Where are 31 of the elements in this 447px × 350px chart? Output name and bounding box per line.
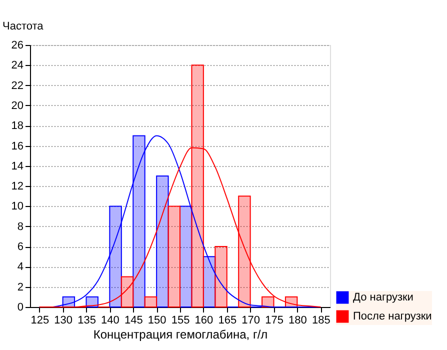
y-tick-label: 20 xyxy=(11,100,24,112)
y-tick-label: 26 xyxy=(11,40,24,52)
x-tick-label: 135 xyxy=(78,314,96,326)
y-tick-label: 2 xyxy=(17,281,24,294)
x-tick-label: 170 xyxy=(242,314,260,326)
y-tick-label: 18 xyxy=(11,120,24,132)
y-tick-label: 10 xyxy=(11,200,24,213)
y-tick-label: 6 xyxy=(17,241,24,254)
x-tick-label: 165 xyxy=(218,314,237,326)
x-tick-label: 140 xyxy=(101,314,120,326)
x-tick-label: 150 xyxy=(148,314,166,326)
legend-label: До нагрузки xyxy=(353,292,414,304)
y-tick-label: 4 xyxy=(17,261,24,274)
y-tick-label: 22 xyxy=(11,80,24,92)
y-tick-label: 16 xyxy=(11,140,24,152)
y-tick-label: 0 xyxy=(17,302,24,314)
y-axis-title: Частота xyxy=(2,20,44,32)
x-tick-label: 185 xyxy=(312,314,330,326)
x-axis-title: Концентрация гемоглабина, г/л xyxy=(93,328,268,342)
legend-label: После нагрузки xyxy=(353,310,432,322)
x-tick-label: 145 xyxy=(124,314,143,326)
x-tick-label: 130 xyxy=(54,314,72,326)
y-tick-label: 12 xyxy=(11,180,24,193)
x-tick-label: 125 xyxy=(30,314,50,326)
x-tick-label: 160 xyxy=(194,314,214,326)
x-tick-label: 175 xyxy=(265,314,284,326)
x-tick-label: 180 xyxy=(288,314,307,326)
y-tick-label: 8 xyxy=(17,220,24,233)
y-tick-label: 24 xyxy=(11,60,24,72)
y-tick-label: 14 xyxy=(11,160,24,172)
x-tick-label: 155 xyxy=(171,314,190,326)
